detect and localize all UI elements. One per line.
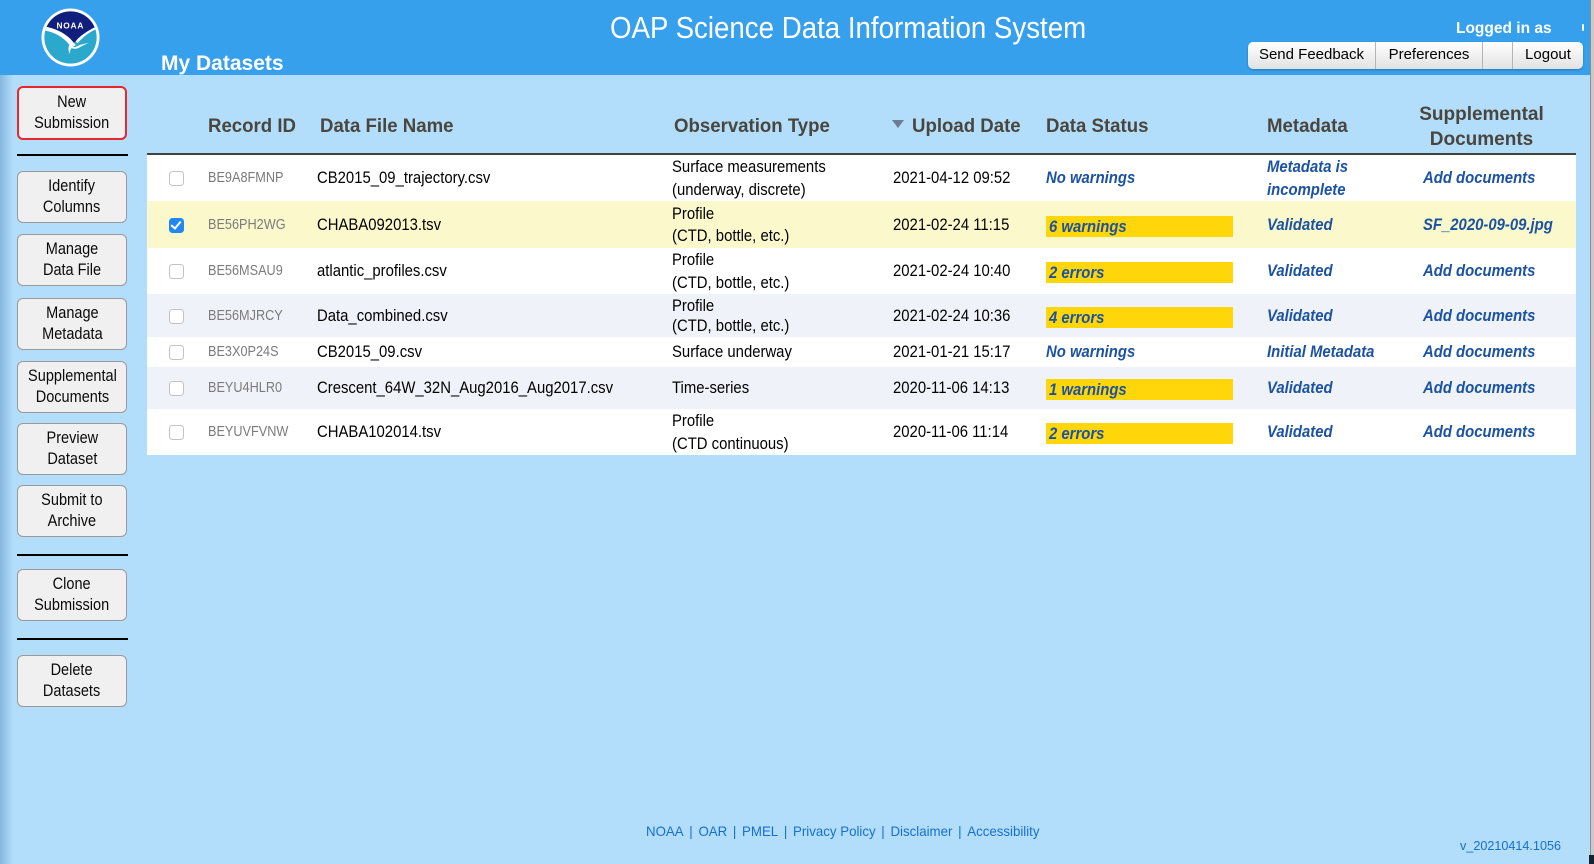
svg-text:NOAA: NOAA — [56, 20, 84, 30]
